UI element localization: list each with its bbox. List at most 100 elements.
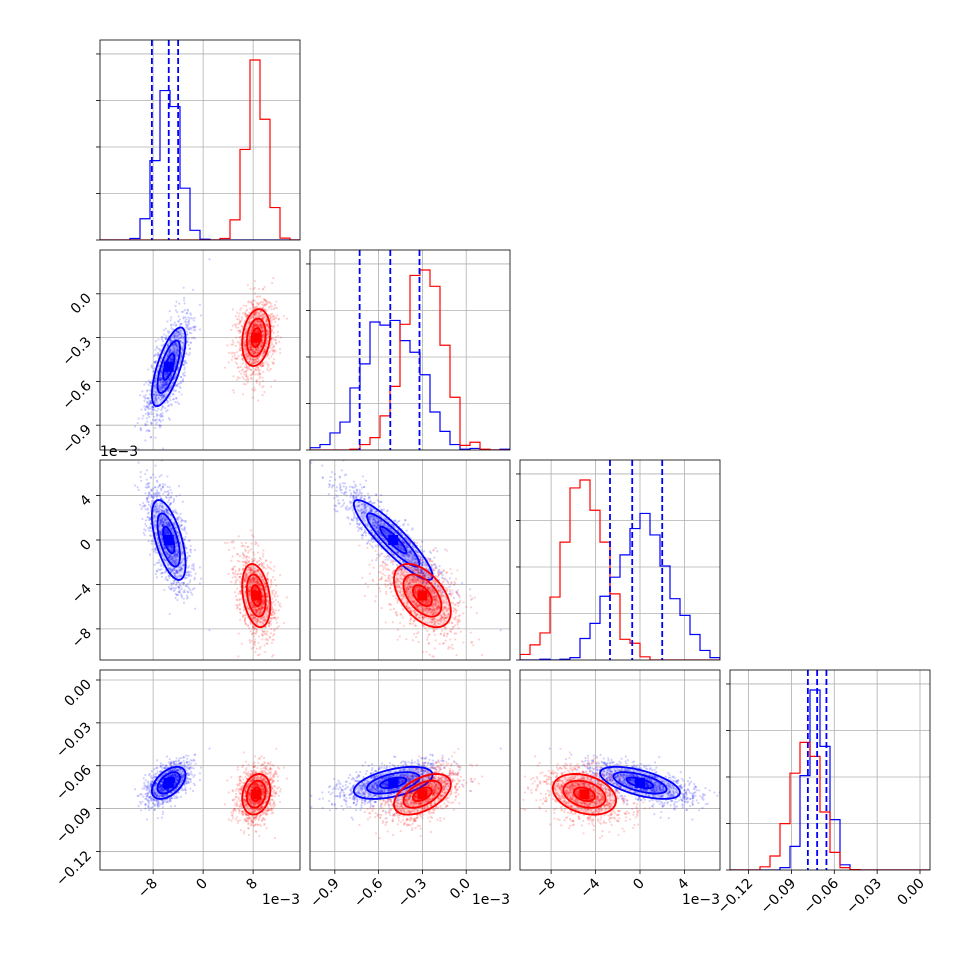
scatter-point: [176, 384, 179, 387]
scatter-point: [198, 566, 202, 569]
scatter-point: [161, 381, 164, 384]
scatter-point: [248, 568, 251, 571]
scatter-point: [235, 336, 238, 339]
scatter-point: [162, 554, 165, 557]
scatter-point: [244, 348, 248, 351]
scatter-point: [254, 543, 257, 546]
scatter-point: [258, 608, 261, 611]
scatter-point: [255, 647, 259, 650]
scatter-point: [166, 523, 169, 527]
scatter-point: [139, 471, 142, 474]
scatter-point: [164, 547, 167, 550]
scatter-point: [158, 419, 161, 422]
scatter-point: [236, 357, 239, 360]
scatter-point: [253, 292, 256, 295]
scatter-point: [160, 388, 164, 391]
scatter-point: [183, 296, 186, 299]
scatter-point: [156, 346, 159, 350]
scatter-point: [153, 514, 157, 517]
scatter-point: [178, 335, 181, 338]
scatter-point: [274, 338, 277, 341]
scatter-point: [252, 578, 255, 581]
scatter-point: [179, 331, 182, 334]
scatter-point: [261, 600, 265, 603]
scatter-point: [251, 603, 254, 607]
scatter-point: [251, 357, 254, 360]
scatter-point: [165, 380, 168, 383]
scatter-point: [177, 315, 180, 318]
scatter-point: [184, 585, 188, 588]
scatter-point: [162, 509, 166, 512]
scatter-point: [256, 320, 259, 323]
scatter-point: [265, 355, 268, 358]
scatter-point: [275, 316, 278, 319]
scatter-point: [223, 541, 227, 544]
scatter-point: [234, 357, 237, 360]
scatter-point: [191, 588, 195, 591]
scatter-point: [175, 582, 178, 585]
scatter-point: [259, 325, 262, 328]
scatter-point: [275, 609, 278, 612]
scatter-point: [161, 412, 164, 415]
scatter-point: [279, 351, 282, 355]
scatter-point: [147, 406, 150, 410]
scatter-point: [147, 368, 150, 371]
scatter-point: [166, 379, 169, 383]
scatter-point: [161, 517, 165, 520]
scatter-point: [188, 322, 191, 325]
scatter-point: [258, 320, 261, 323]
scatter-point: [247, 339, 251, 343]
scatter-point: [169, 524, 172, 527]
scatter-point: [160, 506, 164, 509]
scatter-point: [154, 390, 157, 394]
scatter-point: [253, 324, 256, 327]
scatter-point: [187, 320, 190, 324]
scatter-point: [164, 381, 167, 385]
scatter-point: [166, 518, 169, 521]
scatter-point: [253, 313, 257, 316]
scatter-point: [193, 316, 196, 320]
scatter-point: [171, 336, 174, 339]
scatter-point: [161, 365, 165, 368]
scatter-point: [176, 331, 179, 334]
scatter-point: [154, 397, 158, 400]
scatter-point: [162, 524, 165, 527]
scatter-point: [160, 568, 163, 571]
scatter-point: [146, 507, 149, 510]
scatter-point: [244, 346, 247, 349]
scatter-point: [232, 391, 236, 394]
scatter-point: [231, 541, 234, 544]
scatter-point: [152, 397, 155, 400]
scatter-point: [245, 363, 248, 367]
scatter-point: [166, 493, 170, 497]
scatter-point: [273, 578, 277, 582]
scatter-point: [187, 574, 191, 578]
scatter-point: [177, 320, 180, 323]
scatter-point: [234, 361, 237, 364]
scatter-point: [255, 357, 259, 360]
scatter-point: [176, 330, 179, 333]
scatter-point: [184, 359, 187, 362]
scatter-point: [232, 546, 236, 549]
scatter-point: [175, 581, 178, 584]
scatter-point: [189, 316, 192, 320]
scatter-point: [255, 295, 258, 298]
scatter-point: [252, 578, 255, 581]
scatter-point: [234, 576, 237, 579]
scatter-point: [155, 508, 158, 511]
scatter-point: [262, 600, 265, 604]
scatter-point: [248, 311, 251, 314]
scatter-point: [161, 394, 164, 397]
scatter-point: [244, 383, 247, 386]
scatter-point: [173, 561, 176, 564]
scatter-point: [272, 589, 276, 592]
scatter-point: [252, 625, 255, 628]
scatter-point: [158, 508, 161, 511]
scatter-point: [158, 544, 161, 547]
scatter-point: [162, 396, 165, 400]
scatter-point: [137, 488, 140, 492]
scatter-point: [175, 349, 179, 352]
scatter-point: [264, 308, 267, 311]
scatter-point: [162, 521, 165, 524]
scatter-point: [192, 562, 195, 566]
